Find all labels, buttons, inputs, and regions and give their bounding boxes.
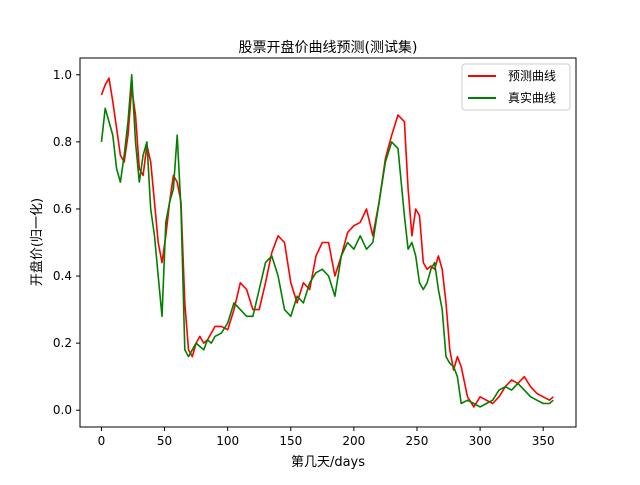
x-tick-label: 250 [406, 434, 429, 448]
y-tick-label: 1.0 [53, 68, 72, 82]
y-tick-label: 0.6 [53, 202, 72, 216]
axis-ticks-layer: 0 50 100 150 200 250 300 350 0.0 0.2 0.4 0.6 0.8 1.0 [53, 68, 555, 448]
legend-label-actual: 真实曲线 [508, 90, 556, 105]
x-axis-label: 第几天/days [291, 455, 365, 470]
series-line-actual [100, 74, 554, 408]
y-axis-label: 开盘价(归一化) [29, 198, 45, 286]
x-tick-label: 100 [216, 434, 239, 448]
y-tick-label: 0.0 [53, 403, 72, 417]
plot-area-frame [79, 57, 577, 428]
y-tick-label: 0.2 [53, 336, 72, 350]
x-tick-label: 200 [342, 434, 365, 448]
chart-title: 股票开盘价曲线预测(测试集) [239, 39, 418, 56]
x-tick-label: 50 [157, 434, 172, 448]
x-tick-label: 300 [469, 434, 492, 448]
x-tick-label: 350 [532, 434, 555, 448]
series-line-prediction [100, 77, 554, 408]
y-tick-label: 0.4 [53, 269, 72, 283]
legend: 预测曲线 真实曲线 [461, 63, 571, 111]
legend-label-prediction: 预测曲线 [508, 69, 556, 83]
x-tick-label: 150 [279, 434, 302, 448]
x-tick-label: 0 [98, 434, 106, 448]
series-layer [100, 74, 554, 408]
y-tick-label: 0.8 [53, 135, 72, 149]
